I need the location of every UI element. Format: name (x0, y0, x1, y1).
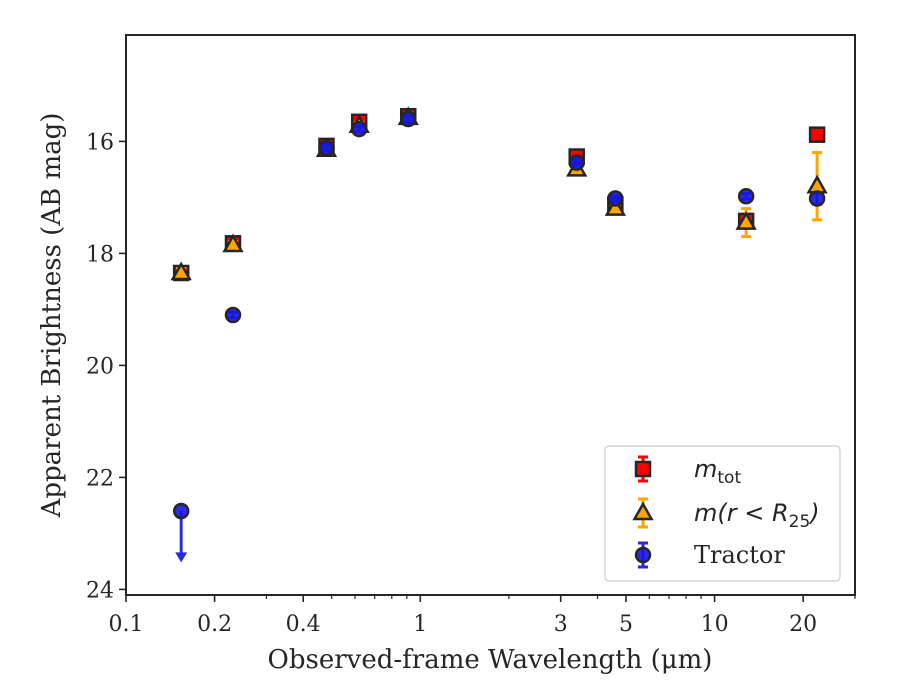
legend-label-subscript: 25 (789, 512, 811, 532)
legend-entry: m(r < R25) (632, 497, 820, 532)
data-point (607, 190, 624, 207)
data-point (735, 207, 757, 239)
legend-box (604, 445, 841, 582)
data-point (318, 139, 335, 157)
legend-label-subscript: tot (717, 468, 741, 488)
x-tick-label: 1 (413, 612, 427, 637)
y-tick-label: 20 (86, 354, 114, 379)
x-tick-label: 5 (619, 612, 633, 637)
plot-frame (125, 34, 856, 596)
legend-label-tail: ) (808, 499, 819, 527)
data-point-marker (172, 502, 190, 520)
legend-label: m(r < R25) (694, 499, 820, 532)
legend-label: mtot (694, 455, 741, 488)
legend-label-main: m(r < R (694, 499, 789, 527)
y-axis-label: Apparent Brightness (AB mag) (37, 113, 67, 519)
x-tick-label: 0.2 (197, 612, 232, 637)
data-point-marker (350, 120, 368, 138)
data-point-marker (808, 126, 826, 143)
data-point (224, 306, 242, 324)
data-point-marker (808, 190, 826, 207)
series-circle (172, 110, 826, 563)
data-point (170, 261, 192, 281)
data-point-marker (735, 211, 757, 230)
x-tick-label: 3 (554, 612, 568, 637)
x-tick-label: 0.1 (109, 612, 144, 637)
data-point-marker (318, 139, 335, 157)
data-point (399, 110, 417, 128)
y-tick-label: 24 (86, 578, 114, 603)
legend-label: Tractor (694, 541, 785, 569)
legend-marker (634, 546, 652, 564)
y-tick-label: 16 (86, 130, 114, 155)
legend-label-main: m (694, 455, 717, 483)
plot-area: 0.1 0.2 0.4 1 3 5 10 20 16 18 20 22 24 (86, 34, 856, 637)
data-point-marker (737, 188, 755, 205)
data-point-marker (568, 154, 585, 171)
data-point (350, 120, 368, 138)
y-tick-label: 18 (86, 242, 114, 267)
legend-entry: mtot (634, 455, 741, 488)
legend-marker (634, 460, 652, 478)
upper-limit-arrow-head (175, 552, 188, 563)
y-tick-label: 22 (86, 466, 114, 491)
data-point (808, 126, 826, 143)
legend-marker (632, 501, 654, 521)
x-axis-label: Observed-frame Wavelength (μm) (268, 645, 713, 675)
legend-entry: Tractor (634, 541, 785, 569)
data-point-marker (399, 110, 417, 128)
data-point (568, 154, 585, 171)
data-point-marker (170, 261, 192, 281)
x-tick-label: 0.4 (286, 612, 321, 637)
legend-label-main: Tractor (694, 541, 785, 569)
data-point (222, 233, 244, 253)
data-point-marker (222, 233, 244, 253)
legend: mtot m(r < R25) Tractor (604, 445, 841, 582)
data-point-marker (604, 197, 626, 216)
data-point (808, 190, 826, 207)
data-point-marker (224, 306, 242, 324)
data-point-marker (607, 190, 624, 207)
data-point (737, 188, 755, 205)
data-point (172, 502, 190, 563)
x-tick-label: 20 (789, 612, 817, 637)
x-tick-label: 10 (701, 612, 729, 637)
